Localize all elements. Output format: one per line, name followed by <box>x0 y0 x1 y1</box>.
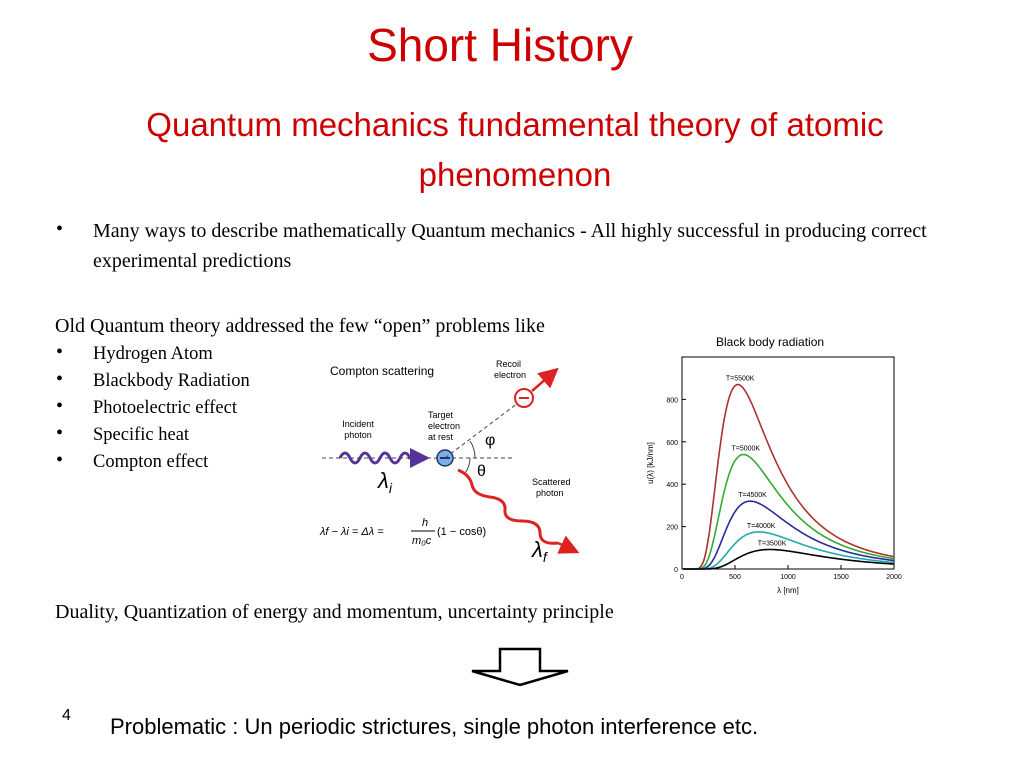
blackbody-caption: Black body radiation <box>716 335 825 349</box>
scattered-photon-arrow <box>557 535 580 554</box>
problem-item: Blackbody Radiation <box>93 371 250 391</box>
problem-item: Hydrogen Atom <box>93 344 213 364</box>
incident-label: photon <box>344 430 372 440</box>
bullet-marker: • <box>56 341 64 363</box>
recoil-label: electron <box>494 370 526 380</box>
recoil-path <box>444 399 523 459</box>
scattered-label: photon <box>536 488 564 498</box>
scattered-label: Scattered <box>532 477 571 487</box>
old-theory-heading: Old Quantum theory addressed the few “op… <box>55 315 545 337</box>
slide-number: 4 <box>62 707 71 724</box>
problem-item: Specific heat <box>93 425 190 445</box>
x-tick-label: 2000 <box>886 574 902 581</box>
footer-text: Problematic : Un periodic strictures, si… <box>110 714 759 739</box>
target-label: at rest <box>428 432 454 442</box>
scattered-photon-wave <box>457 468 559 545</box>
theta-label: θ <box>477 463 486 480</box>
lambda-f-label: λf <box>531 537 549 565</box>
incident-label: Incident <box>342 419 374 429</box>
theta-arc <box>464 457 471 474</box>
compton-formula-numerator: h <box>422 517 428 529</box>
x-tick-label: 500 <box>729 574 741 581</box>
lambda-i-label: λi <box>377 468 393 496</box>
intro-bullet-text: Many ways to describe mathematically Qua… <box>93 220 927 272</box>
series-label: T=4000K <box>747 523 776 530</box>
series-line <box>683 500 895 570</box>
x-tick-label: 1500 <box>833 574 849 581</box>
target-label: electron <box>428 421 460 431</box>
x-tick-label: 0 <box>680 574 684 581</box>
y-tick-label: 0 <box>674 567 678 574</box>
phi-arc <box>469 440 476 459</box>
bullet-marker: • <box>56 395 64 417</box>
compton-formula-right: (1 − cosθ) <box>437 526 486 538</box>
recoil-label: Recoil <box>496 359 521 369</box>
blackbody-chart: T=5500K T=5000K T=4500K T=4000K T=3500K 0 500… <box>646 356 902 595</box>
series-label: T=5000K <box>731 446 760 453</box>
compton-title: Compton scattering <box>330 364 434 378</box>
series-line <box>683 531 895 570</box>
problem-item: Compton effect <box>93 452 209 472</box>
arrow-shape <box>471 647 569 687</box>
bullet-marker: • <box>56 449 64 471</box>
y-tick-label: 800 <box>666 397 678 404</box>
duality-line: Duality, Quantization of energy and mome… <box>55 601 614 623</box>
bullet-marker: • <box>56 218 64 240</box>
compton-formula-denominator: m₀c <box>412 535 432 547</box>
series-label: T=5500K <box>726 376 755 383</box>
target-label: Target <box>428 410 454 420</box>
recoil-arrow <box>531 367 559 392</box>
series-label: T=3500K <box>758 540 787 547</box>
y-tick-label: 200 <box>666 525 678 532</box>
bullet-marker: • <box>56 422 64 444</box>
x-tick-label: 1000 <box>780 574 796 581</box>
phi-label: φ <box>485 432 495 449</box>
series-line <box>683 453 895 570</box>
series-label: T=4500K <box>738 492 767 499</box>
bullet-marker: • <box>56 368 64 390</box>
slide-title: Short History <box>367 19 633 71</box>
x-axis-label: λ [nm] <box>777 586 799 595</box>
y-axis-label: u(λ) [kJ/nm] <box>646 442 655 484</box>
compton-formula-left: λf − λi = Δλ = <box>319 526 384 538</box>
problem-item: Photoelectric effect <box>93 398 237 418</box>
incident-photon-wave <box>338 451 412 465</box>
series-line <box>683 383 895 570</box>
series-line <box>683 548 894 570</box>
y-tick-label: 600 <box>666 440 678 447</box>
down-arrow <box>471 647 569 687</box>
slide-subtitle: Quantum mechanics fundamental theory of … <box>146 106 884 193</box>
y-tick-label: 400 <box>666 482 678 489</box>
compton-diagram: Compton scattering Incident photon Targe… <box>319 359 580 565</box>
